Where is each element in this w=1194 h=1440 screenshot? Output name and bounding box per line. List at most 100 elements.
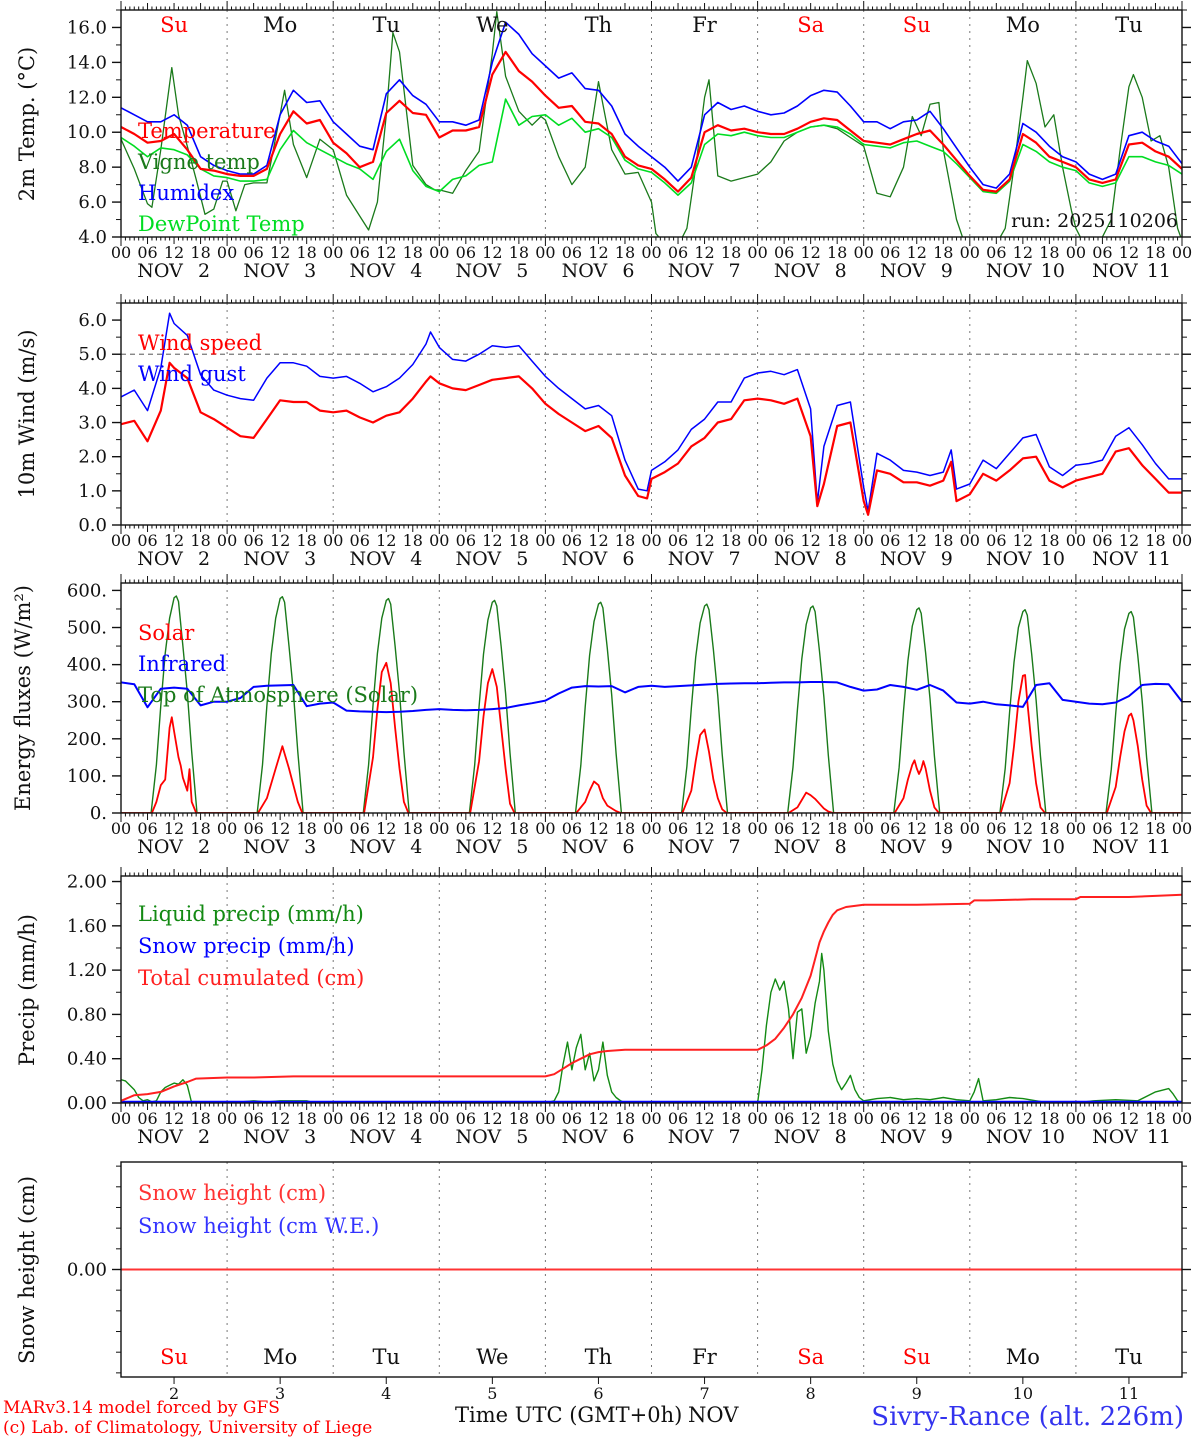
month-label: NOV [986,260,1032,282]
ytick-label: 400. [67,655,107,676]
hour-label: 12 [1013,531,1033,550]
month-label: NOV [137,260,183,282]
weekday-label-we: We [476,13,508,37]
month-label: NOV [243,260,289,282]
hour-label: 06 [137,243,157,262]
hour-label-end: 00 [1172,243,1192,262]
month-label: NOV [456,836,502,858]
day-number-label: 6 [622,1126,634,1148]
day-number-label: 8 [835,836,847,858]
hour-label: 00 [960,531,980,550]
month-label: NOV [562,1126,608,1148]
month-label: NOV [774,836,820,858]
hour-label: 00 [323,531,343,550]
hour-label: 06 [350,243,370,262]
series-humidex [121,21,1182,189]
series-layer [121,11,1182,1271]
month-label: NOV [668,548,714,570]
bottom-day-number: 10 [1013,1384,1033,1403]
legend-infrared: Infrared [138,652,226,676]
hour-label: 12 [164,819,184,838]
ytick-label: 0. [90,803,107,824]
weekday-label-sa: Sa [797,13,824,37]
hour-label: 06 [562,819,582,838]
hour-label: 18 [1145,1109,1165,1128]
hour-label: 12 [588,531,608,550]
day-number-label: 4 [410,1126,422,1148]
month-label: NOV [1092,836,1138,858]
hour-label: 12 [694,819,714,838]
weekday-label-th: Th [585,13,613,37]
hour-label: 12 [270,531,290,550]
month-label: NOV [986,548,1032,570]
hour-label: 12 [694,531,714,550]
hour-label: 18 [827,819,847,838]
day-number-label: 6 [622,260,634,282]
legend-wind-gust: Wind gust [138,362,246,386]
weekday-label-mo: Mo [1006,1345,1040,1369]
hour-label: 12 [164,243,184,262]
hour-label: 06 [880,243,900,262]
bottom-day-number: 3 [275,1384,285,1403]
ytick-label: 16.0 [67,17,107,38]
legend-snow-height: Snow height (cm) [138,1181,326,1205]
hour-label: 06 [880,819,900,838]
hour-label: 12 [1013,819,1033,838]
hour-label: 12 [270,819,290,838]
day-number-label: 5 [516,1126,528,1148]
month-label: NOV [880,836,926,858]
legend-total-cumulated: Total cumulated (cm) [138,966,364,990]
y-axis-title-temp: 2m Temp. (°C) [15,47,39,201]
month-label: NOV [1092,260,1138,282]
month-label: NOV [456,548,502,570]
ytick-label: 300. [67,692,107,713]
series-vigne-temp [121,11,1182,237]
hour-label: 12 [907,819,927,838]
month-label: NOV [562,836,608,858]
weekday-label-fr: Fr [692,1345,718,1369]
day-number-label: 8 [835,548,847,570]
day-number-label: 4 [410,260,422,282]
month-label: NOV [243,1126,289,1148]
series-total-cumulated [121,893,1182,1102]
hour-label: 12 [482,531,502,550]
hour-label: 00 [429,243,449,262]
hour-label: 18 [509,819,529,838]
hour-label: 00 [747,1109,767,1128]
ytick-label: 200. [67,729,107,750]
month-label: NOV [986,836,1032,858]
series-wind-speed [121,361,1182,516]
day-number-label: 5 [516,548,528,570]
hour-label: 12 [376,1109,396,1128]
hour-label: 00 [429,1109,449,1128]
day-number-label: 7 [729,548,741,570]
hour-label: 00 [111,1109,131,1128]
series-top-of-atmosphere-solar [121,595,1182,813]
day-number-label: 11 [1147,260,1171,282]
hour-label: 12 [164,1109,184,1128]
hour-label: 18 [721,819,741,838]
hour-label: 00 [111,819,131,838]
day-number-label: 2 [198,836,210,858]
hour-label: 00 [111,531,131,550]
hour-label: 18 [1145,243,1165,262]
hour-label: 12 [694,1109,714,1128]
weekday-label-th: Th [585,1345,613,1369]
series-wind-gust [121,312,1182,513]
day-number-label: 4 [410,836,422,858]
day-number-label: 10 [1041,260,1065,282]
day-number-label: 3 [304,260,316,282]
hour-label: 00 [429,819,449,838]
legend-snow-precip: Snow precip (mm/h) [138,934,355,958]
hour-label: 00 [641,1109,661,1128]
month-label: NOV [1092,548,1138,570]
month-label: NOV [137,1126,183,1148]
bottom-day-number: 2 [169,1384,179,1403]
hour-label: 12 [907,243,927,262]
hour-label: 12 [588,243,608,262]
hour-label: 18 [827,1109,847,1128]
hour-label: 06 [668,1109,688,1128]
hour-label: 06 [456,819,476,838]
legend-humidex: Humidex [138,181,234,205]
